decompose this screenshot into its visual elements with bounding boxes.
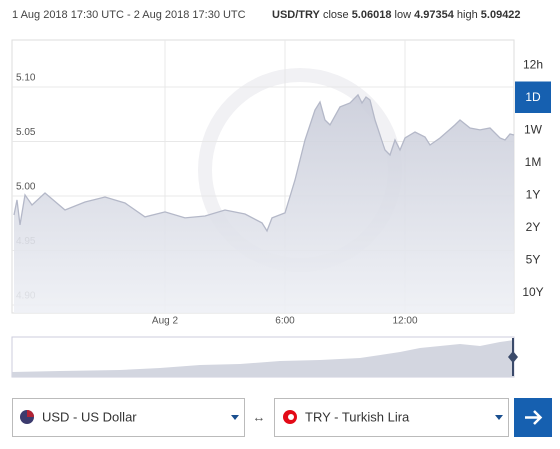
range-button[interactable]: [515, 244, 551, 276]
to-currency: TRY - Turkish Lira: [305, 409, 410, 424]
pair: USD/TRY: [272, 9, 321, 21]
header-stats: USD/TRY close 5.06018 low 4.97354 high 5…: [272, 9, 521, 21]
range-button[interactable]: [515, 49, 551, 81]
y-tick-label: 5.05: [16, 127, 36, 138]
select-box[interactable]: [274, 398, 509, 437]
range-button-label[interactable]: 1M: [525, 155, 542, 169]
range-button[interactable]: [515, 114, 551, 146]
x-tick-label: Aug 2: [152, 316, 179, 327]
to-select[interactable]: TRY - Turkish Lira: [274, 398, 509, 437]
area: [14, 94, 514, 314]
flag-crescent: [288, 414, 294, 420]
navigator-grip[interactable]: [508, 351, 518, 363]
from-select[interactable]: USD - US Dollar: [12, 398, 245, 437]
stat-label: low: [395, 9, 412, 21]
select-box[interactable]: [12, 398, 245, 437]
range-button[interactable]: [515, 211, 551, 244]
from-currency: USD - US Dollar: [42, 409, 137, 424]
swap-icon[interactable]: ↔: [253, 409, 266, 424]
dropdown-arrow: [231, 415, 239, 420]
flag-stripe: [27, 410, 34, 417]
range-button[interactable]: [515, 179, 551, 211]
x-tick-label: 6:00: [275, 316, 295, 327]
range-button[interactable]: [515, 276, 551, 309]
navigator: [11, 336, 518, 378]
stat-value: 5.06018: [352, 9, 392, 21]
range-button-label[interactable]: 1Y: [526, 187, 541, 201]
go-arrow: [525, 410, 543, 425]
stat-label: close: [323, 9, 349, 21]
range-button-label[interactable]: 1D: [525, 90, 541, 104]
range-button-label[interactable]: 5Y: [526, 252, 541, 266]
range-button[interactable]: [515, 81, 551, 114]
range-button-label[interactable]: 12h: [523, 57, 543, 71]
range-button-label[interactable]: 1W: [524, 122, 543, 136]
navigator-area: [12, 340, 514, 377]
stat-value: 5.09422: [481, 9, 521, 21]
range-button-label[interactable]: 10Y: [522, 285, 543, 299]
range-button-label[interactable]: 2Y: [526, 220, 541, 234]
y-tick-label: 5.00: [16, 182, 36, 193]
x-tick-label: 12:00: [392, 316, 417, 327]
range-button[interactable]: [515, 146, 551, 179]
dropdown-arrow: [495, 415, 503, 420]
stat-value: 4.97354: [414, 9, 455, 21]
header-range: 1 Aug 2018 17:30 UTC - 2 Aug 2018 17:30 …: [12, 9, 246, 21]
line: [13, 93, 515, 233]
stat-label: high: [457, 9, 478, 21]
y-tick-label: 5.10: [16, 73, 36, 84]
